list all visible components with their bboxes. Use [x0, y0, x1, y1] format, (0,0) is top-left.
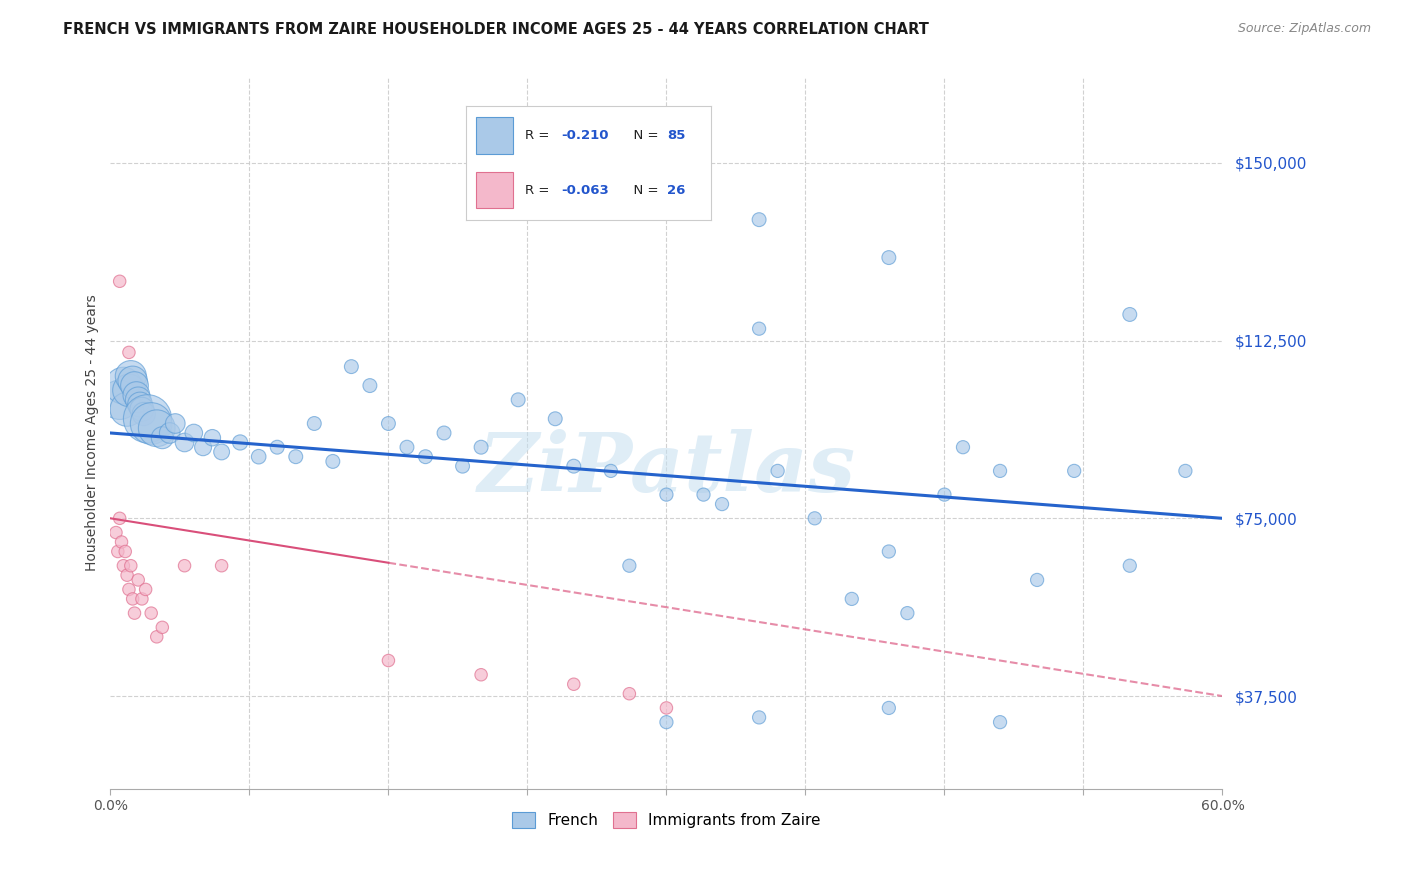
Point — [110, 535, 132, 549]
Point — [120, 558, 142, 573]
Point — [124, 378, 146, 392]
Point — [136, 411, 159, 425]
Point — [150, 620, 173, 634]
Point — [340, 359, 363, 374]
Point — [619, 558, 641, 573]
Point — [415, 450, 437, 464]
Point — [107, 544, 129, 558]
Point — [692, 487, 714, 501]
Point — [124, 606, 146, 620]
Point — [1063, 464, 1085, 478]
Point — [121, 374, 143, 388]
Point — [377, 417, 399, 431]
Point — [655, 487, 678, 501]
Point — [748, 710, 770, 724]
Point — [145, 630, 167, 644]
Point — [877, 544, 900, 558]
Point — [118, 345, 141, 359]
Point — [896, 606, 918, 620]
Point — [120, 369, 142, 384]
Point — [145, 421, 167, 435]
Point — [508, 392, 530, 407]
Point — [284, 450, 307, 464]
Point — [266, 440, 288, 454]
Point — [377, 654, 399, 668]
Point — [132, 407, 155, 421]
Point — [125, 388, 148, 402]
Point — [159, 425, 181, 440]
Point — [114, 544, 136, 558]
Point — [165, 417, 187, 431]
Point — [201, 431, 224, 445]
Point — [211, 558, 233, 573]
Point — [655, 715, 678, 730]
Point — [115, 568, 138, 582]
Y-axis label: Householder Income Ages 25 - 44 years: Householder Income Ages 25 - 44 years — [86, 294, 100, 572]
Point — [988, 464, 1011, 478]
Point — [108, 392, 131, 407]
Point — [127, 573, 149, 587]
Point — [1026, 573, 1049, 587]
Point — [150, 431, 173, 445]
Text: FRENCH VS IMMIGRANTS FROM ZAIRE HOUSEHOLDER INCOME AGES 25 - 44 YEARS CORRELATIO: FRENCH VS IMMIGRANTS FROM ZAIRE HOUSEHOL… — [63, 22, 929, 37]
Legend: French, Immigrants from Zaire: French, Immigrants from Zaire — [506, 806, 827, 834]
Text: ZiPatlas: ZiPatlas — [478, 428, 855, 508]
Point — [191, 440, 214, 454]
Point — [131, 402, 153, 417]
Point — [118, 582, 141, 597]
Point — [470, 667, 492, 681]
Point — [841, 591, 863, 606]
Point — [304, 417, 326, 431]
Point — [619, 687, 641, 701]
Point — [183, 425, 205, 440]
Point — [141, 606, 163, 620]
Point — [748, 212, 770, 227]
Point — [135, 582, 157, 597]
Point — [247, 450, 270, 464]
Point — [470, 440, 492, 454]
Point — [952, 440, 974, 454]
Point — [127, 392, 149, 407]
Point — [655, 701, 678, 715]
Point — [877, 701, 900, 715]
Point — [141, 417, 163, 431]
Point — [451, 459, 474, 474]
Point — [108, 274, 131, 288]
Point — [1174, 464, 1197, 478]
Point — [803, 511, 825, 525]
Point — [115, 402, 138, 417]
Point — [112, 558, 135, 573]
Point — [104, 525, 127, 540]
Point — [1119, 558, 1142, 573]
Point — [131, 591, 153, 606]
Point — [211, 445, 233, 459]
Point — [562, 459, 585, 474]
Text: Source: ZipAtlas.com: Source: ZipAtlas.com — [1237, 22, 1371, 36]
Point — [544, 411, 567, 425]
Point — [748, 321, 770, 335]
Point — [877, 251, 900, 265]
Point — [229, 435, 252, 450]
Point — [766, 464, 789, 478]
Point — [934, 487, 956, 501]
Point — [359, 378, 381, 392]
Point — [112, 378, 135, 392]
Point — [108, 511, 131, 525]
Point — [562, 677, 585, 691]
Point — [395, 440, 418, 454]
Point — [988, 715, 1011, 730]
Point — [433, 425, 456, 440]
Point — [173, 435, 195, 450]
Point — [711, 497, 734, 511]
Point — [173, 558, 195, 573]
Point — [1119, 308, 1142, 322]
Point — [129, 398, 152, 412]
Point — [121, 591, 143, 606]
Point — [599, 464, 621, 478]
Point — [322, 454, 344, 468]
Point — [118, 384, 141, 398]
